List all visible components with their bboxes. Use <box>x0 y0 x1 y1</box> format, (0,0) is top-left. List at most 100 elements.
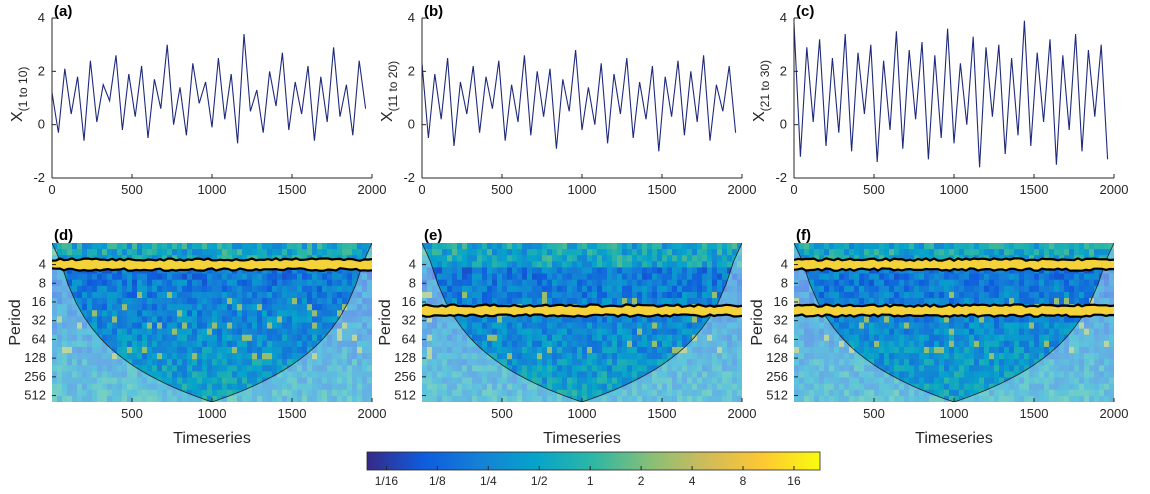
y-tick-label: 512 <box>394 388 416 403</box>
y-tick-label: 0 <box>38 117 45 132</box>
y-axis-label: X(21 to 30) <box>751 60 772 122</box>
y-axis-label-sub: (11 to 20) <box>386 61 400 111</box>
panel-label: (f) <box>796 227 811 244</box>
y-tick-label: 8 <box>781 275 788 290</box>
colorbar-tick-label: 4 <box>689 474 696 488</box>
y-tick-label: 4 <box>781 257 788 272</box>
y-tick-label: 256 <box>766 369 788 384</box>
x-tick-label: 1500 <box>1020 182 1049 197</box>
y-axis-label-sub: (21 to 30) <box>758 60 772 111</box>
x-tick-label: 2000 <box>1100 182 1129 197</box>
x-tick-label: 1000 <box>940 406 969 421</box>
y-axis-label: Period <box>7 299 24 345</box>
x-tick-label: 1000 <box>198 182 227 197</box>
colorbar-tick-label: 1/8 <box>429 474 446 488</box>
colorbar <box>367 452 820 470</box>
y-tick-label: 256 <box>24 369 46 384</box>
y-axis-label: Period <box>749 299 766 345</box>
colorbar-tick-label: 16 <box>787 474 801 488</box>
x-axis-label: Timeseries <box>915 430 993 447</box>
x-tick-label: 500 <box>863 406 885 421</box>
series-line <box>422 50 736 151</box>
y-tick-label: 4 <box>780 10 787 25</box>
x-tick-label: 0 <box>418 182 425 197</box>
x-tick-label: 500 <box>491 182 513 197</box>
y-axis-label: X(1 to 10) <box>9 67 30 122</box>
y-tick-label: 16 <box>402 294 416 309</box>
colorbar-tick-label: 2 <box>638 474 645 488</box>
scalogram-image <box>794 243 1115 403</box>
y-tick-label: 64 <box>402 331 416 346</box>
x-tick-label: 2000 <box>728 406 757 421</box>
y-axis-label-sub: (1 to 10) <box>16 67 30 112</box>
x-axis-label: Timeseries <box>543 430 621 447</box>
x-tick-label: 1500 <box>1020 406 1049 421</box>
colorbar-tick-label: 1 <box>587 474 594 488</box>
y-tick-label: 4 <box>409 257 416 272</box>
y-tick-label: 16 <box>32 294 46 309</box>
x-tick-label: 1500 <box>278 406 307 421</box>
x-tick-label: 2000 <box>358 182 387 197</box>
y-axis-label: X(11 to 20) <box>379 61 400 122</box>
x-tick-label: 1500 <box>278 182 307 197</box>
x-tick-label: 1000 <box>568 406 597 421</box>
colorbar-tick-label: 1/16 <box>375 474 399 488</box>
panel-label: (b) <box>424 3 443 20</box>
y-tick-label: 32 <box>402 313 416 328</box>
panel-label: (c) <box>796 3 814 20</box>
y-tick-label: 2 <box>38 63 45 78</box>
series-line <box>794 21 1108 168</box>
x-axis-label: Timeseries <box>173 430 251 447</box>
y-tick-label: -2 <box>775 170 787 185</box>
y-tick-label: 512 <box>24 388 46 403</box>
y-tick-label: 32 <box>32 313 46 328</box>
panel-label: (d) <box>54 227 73 244</box>
y-tick-label: 4 <box>38 10 45 25</box>
y-tick-label: 128 <box>766 350 788 365</box>
y-tick-label: 64 <box>32 331 46 346</box>
x-tick-label: 500 <box>863 182 885 197</box>
y-tick-label: 4 <box>39 257 46 272</box>
y-tick-label: 2 <box>780 63 787 78</box>
x-tick-label: 2000 <box>358 406 387 421</box>
y-axis-label-main: X <box>751 111 768 122</box>
colorbar-tick-label: 8 <box>740 474 747 488</box>
y-tick-label: 512 <box>766 388 788 403</box>
y-tick-label: 64 <box>774 331 788 346</box>
y-tick-label: 0 <box>780 117 787 132</box>
x-tick-label: 500 <box>121 406 143 421</box>
y-tick-label: 4 <box>408 10 415 25</box>
panel-label: (a) <box>54 3 72 20</box>
x-tick-label: 500 <box>121 182 143 197</box>
x-tick-label: 2000 <box>1100 406 1129 421</box>
colorbar-tick-label: 1/4 <box>480 474 497 488</box>
x-tick-label: 0 <box>790 182 797 197</box>
y-axis-label-main: X <box>379 111 396 122</box>
y-tick-label: 8 <box>409 275 416 290</box>
scalogram-image <box>422 243 743 403</box>
x-tick-label: 1500 <box>648 182 677 197</box>
y-tick-label: 0 <box>408 117 415 132</box>
y-tick-label: 128 <box>394 350 416 365</box>
x-tick-label: 1500 <box>648 406 677 421</box>
x-tick-label: 2000 <box>728 182 757 197</box>
x-tick-label: 1000 <box>568 182 597 197</box>
x-tick-label: 0 <box>48 182 55 197</box>
y-tick-label: -2 <box>33 170 45 185</box>
y-tick-label: 8 <box>39 275 46 290</box>
y-tick-label: 32 <box>774 313 788 328</box>
x-tick-label: 1000 <box>940 182 969 197</box>
y-axis-label: Period <box>377 299 394 345</box>
y-tick-label: 128 <box>24 350 46 365</box>
x-tick-label: 500 <box>491 406 513 421</box>
y-tick-label: 256 <box>394 369 416 384</box>
series-line <box>52 34 366 143</box>
y-axis-label-main: X <box>9 111 26 122</box>
y-tick-label: -2 <box>403 170 415 185</box>
panel-label: (e) <box>424 227 442 244</box>
y-tick-label: 16 <box>774 294 788 309</box>
scalogram-image <box>52 243 373 403</box>
y-tick-label: 2 <box>408 63 415 78</box>
colorbar-tick-label: 1/2 <box>531 474 548 488</box>
